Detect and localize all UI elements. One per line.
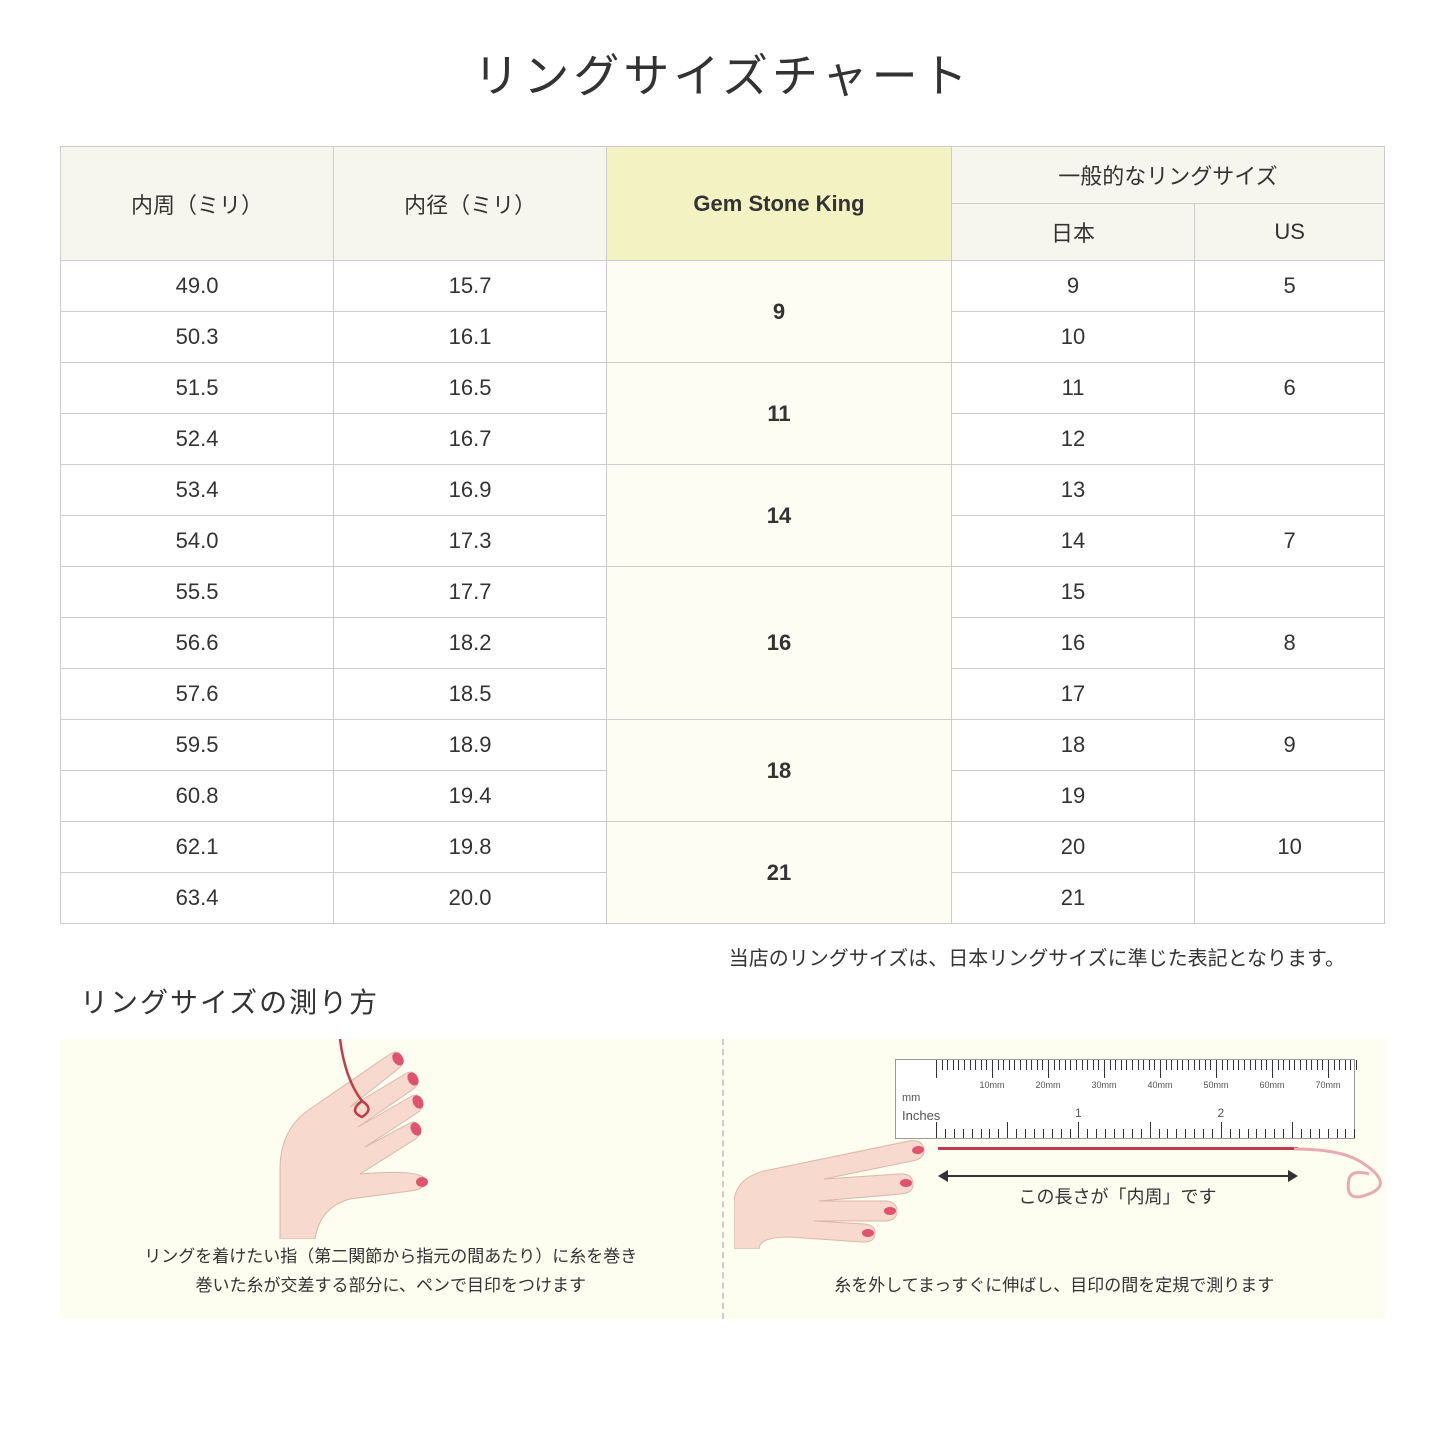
- cell-circumference: 50.3: [61, 312, 334, 363]
- cell-us: 5: [1195, 261, 1385, 312]
- cell-japan: 12: [951, 414, 1194, 465]
- cell-us: [1195, 873, 1385, 924]
- cell-japan: 18: [951, 720, 1194, 771]
- cell-us: [1195, 567, 1385, 618]
- page-title: リングサイズチャート: [60, 40, 1385, 106]
- cell-us: [1195, 669, 1385, 720]
- cell-circumference: 53.4: [61, 465, 334, 516]
- howto-heading: リングサイズの測り方: [80, 981, 1385, 1021]
- ruler-mm-label: 40mm: [1147, 1080, 1172, 1090]
- cell-diameter: 19.4: [334, 771, 607, 822]
- cell-circumference: 59.5: [61, 720, 334, 771]
- caption-left: リングを着けたい指（第二関節から指元の間あたり）に糸を巻き 巻いた糸が交差する部…: [100, 1243, 682, 1301]
- cell-japan: 14: [951, 516, 1194, 567]
- cell-diameter: 19.8: [334, 822, 607, 873]
- thread-curl: [1294, 1129, 1404, 1209]
- ruler-mm-label: 10mm: [979, 1080, 1004, 1090]
- cell-us: 9: [1195, 720, 1385, 771]
- col-diameter: 内径（ミリ）: [334, 147, 607, 261]
- ruler-inch-label: 2: [1217, 1106, 1224, 1120]
- howto-left-panel: リングを着けたい指（第二関節から指元の間あたり）に糸を巻き 巻いた糸が交差する部…: [60, 1039, 722, 1319]
- table-row: 62.119.8212010: [61, 822, 1385, 873]
- cell-gsk: 21: [607, 822, 952, 924]
- cell-gsk: 11: [607, 363, 952, 465]
- hand-measure-illustration: [734, 1109, 954, 1249]
- ruler-unit-mm: mm: [902, 1092, 920, 1104]
- cell-gsk: 16: [607, 567, 952, 720]
- table-row: 59.518.918189: [61, 720, 1385, 771]
- cell-us: [1195, 312, 1385, 363]
- cell-us: 7: [1195, 516, 1385, 567]
- cell-circumference: 51.5: [61, 363, 334, 414]
- cell-japan: 9: [951, 261, 1194, 312]
- col-japan: 日本: [951, 204, 1194, 261]
- ruler-inch-label: 1: [1075, 1106, 1082, 1120]
- cell-circumference: 55.5: [61, 567, 334, 618]
- cell-japan: 13: [951, 465, 1194, 516]
- table-row: 51.516.511116: [61, 363, 1385, 414]
- size-chart-table: 内周（ミリ） 内径（ミリ） Gem Stone King 一般的なリングサイズ …: [60, 146, 1385, 924]
- ruler-illustration: 10mm20mm30mm40mm50mm60mm70mm12 mm Inches: [895, 1059, 1355, 1139]
- cell-diameter: 17.3: [334, 516, 607, 567]
- cell-diameter: 17.7: [334, 567, 607, 618]
- col-us: US: [1195, 204, 1385, 261]
- cell-gsk: 9: [607, 261, 952, 363]
- cell-gsk: 18: [607, 720, 952, 822]
- table-row: 49.015.7995: [61, 261, 1385, 312]
- cell-circumference: 63.4: [61, 873, 334, 924]
- cell-diameter: 16.5: [334, 363, 607, 414]
- length-arrow-label: この長さが「内周」です: [938, 1183, 1298, 1209]
- cell-diameter: 16.1: [334, 312, 607, 363]
- col-circumference: 内周（ミリ）: [61, 147, 334, 261]
- cell-circumference: 56.6: [61, 618, 334, 669]
- cell-japan: 17: [951, 669, 1194, 720]
- table-row: 55.517.71615: [61, 567, 1385, 618]
- cell-circumference: 60.8: [61, 771, 334, 822]
- cell-japan: 21: [951, 873, 1194, 924]
- ruler-mm-label: 30mm: [1091, 1080, 1116, 1090]
- hand-wrap-illustration: [240, 1039, 500, 1239]
- cell-japan: 20: [951, 822, 1194, 873]
- cell-japan: 16: [951, 618, 1194, 669]
- ruler-mm-label: 20mm: [1035, 1080, 1060, 1090]
- cell-us: 6: [1195, 363, 1385, 414]
- cell-us: [1195, 465, 1385, 516]
- cell-circumference: 57.6: [61, 669, 334, 720]
- caption-right: 糸を外してまっすぐに伸ばし、目印の間を定規で測ります: [764, 1272, 1346, 1301]
- howto-right-panel: 10mm20mm30mm40mm50mm60mm70mm12 mm Inches…: [724, 1039, 1386, 1319]
- howto-section: リングを着けたい指（第二関節から指元の間あたり）に糸を巻き 巻いた糸が交差する部…: [60, 1039, 1385, 1319]
- cell-japan: 11: [951, 363, 1194, 414]
- col-common: 一般的なリングサイズ: [951, 147, 1384, 204]
- cell-japan: 10: [951, 312, 1194, 363]
- cell-us: [1195, 771, 1385, 822]
- table-row: 53.416.91413: [61, 465, 1385, 516]
- cell-circumference: 54.0: [61, 516, 334, 567]
- cell-diameter: 18.9: [334, 720, 607, 771]
- cell-japan: 15: [951, 567, 1194, 618]
- cell-us: 8: [1195, 618, 1385, 669]
- ruler-mm-label: 70mm: [1315, 1080, 1340, 1090]
- cell-diameter: 15.7: [334, 261, 607, 312]
- cell-diameter: 16.9: [334, 465, 607, 516]
- col-gsk: Gem Stone King: [607, 147, 952, 261]
- cell-circumference: 62.1: [61, 822, 334, 873]
- thread-line: [938, 1147, 1298, 1150]
- cell-gsk: 14: [607, 465, 952, 567]
- cell-circumference: 52.4: [61, 414, 334, 465]
- cell-diameter: 16.7: [334, 414, 607, 465]
- cell-us: 10: [1195, 822, 1385, 873]
- cell-us: [1195, 414, 1385, 465]
- ruler-mm-label: 60mm: [1259, 1080, 1284, 1090]
- ruler-mm-label: 50mm: [1203, 1080, 1228, 1090]
- cell-diameter: 18.2: [334, 618, 607, 669]
- size-note: 当店のリングサイズは、日本リングサイズに準じた表記となります。: [60, 942, 1385, 971]
- length-arrow: [938, 1163, 1298, 1181]
- cell-diameter: 20.0: [334, 873, 607, 924]
- cell-japan: 19: [951, 771, 1194, 822]
- cell-circumference: 49.0: [61, 261, 334, 312]
- cell-diameter: 18.5: [334, 669, 607, 720]
